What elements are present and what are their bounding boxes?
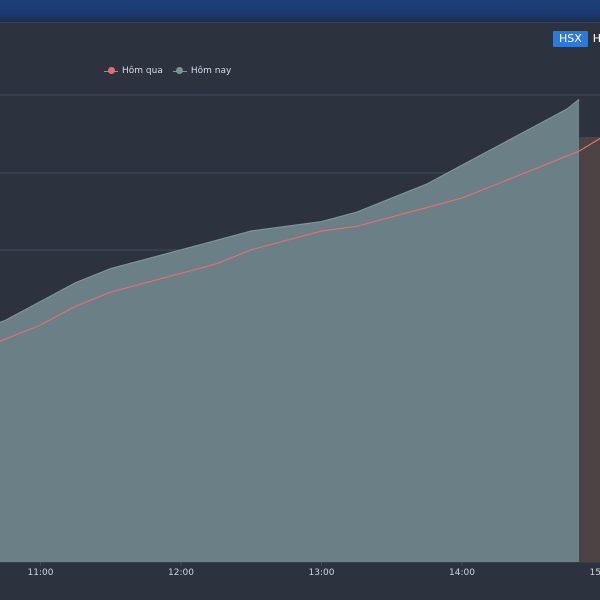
x-tick-label: 12:00 <box>168 568 194 578</box>
legend-label-yesterday: Hôm qua <box>122 66 163 76</box>
chart-legend: Hôm qua Hôm nay <box>104 66 231 76</box>
top-bar <box>0 0 600 23</box>
legend-item-today[interactable]: Hôm nay <box>172 66 232 76</box>
x-tick-label: 13:00 <box>309 568 335 578</box>
area-after-close <box>579 137 600 562</box>
series-yesterday-line <box>0 137 600 342</box>
x-tick-label: 14:00 <box>449 568 475 578</box>
legend-label-today: Hôm nay <box>190 66 232 76</box>
series-today-area <box>0 99 580 562</box>
tab-hnx[interactable]: HNX <box>592 32 600 45</box>
tab-hsx[interactable]: HSX <box>553 31 588 47</box>
legend-marker-today <box>172 67 187 75</box>
legend-item-yesterday[interactable]: Hôm qua <box>104 66 163 76</box>
x-tick-label: 15:00 <box>590 568 600 578</box>
legend-marker-yesterday <box>104 67 118 75</box>
x-tick-label: 11:00 <box>28 568 54 578</box>
series-today-line <box>0 98 580 324</box>
exchange-tabs: HSX HNX <box>553 31 600 47</box>
